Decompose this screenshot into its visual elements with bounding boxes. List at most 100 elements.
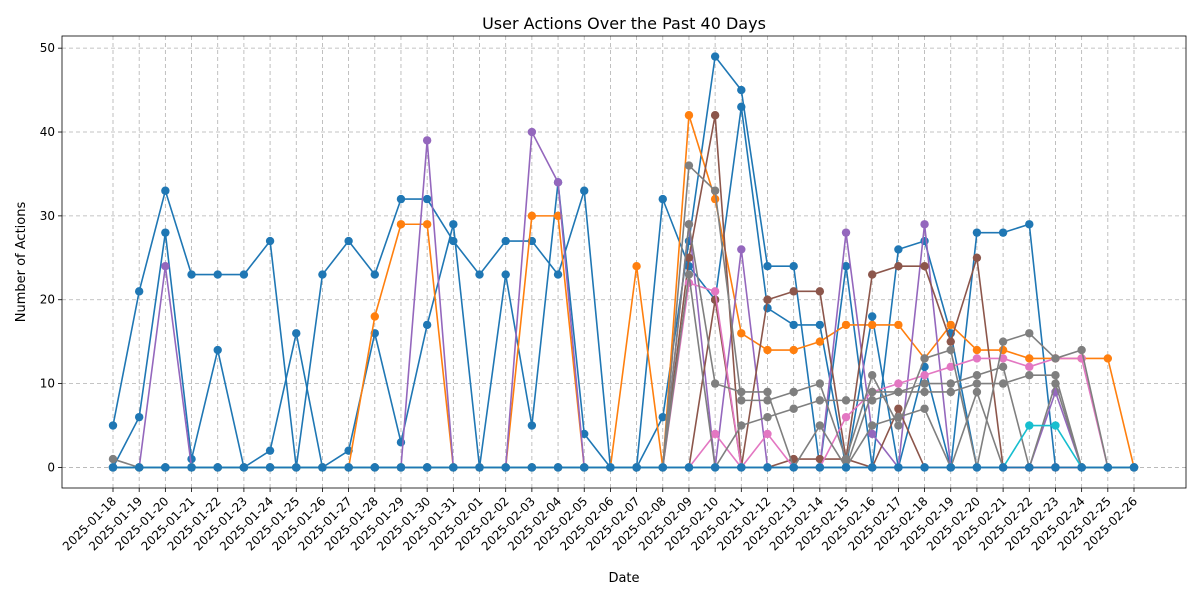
data-point — [475, 270, 484, 279]
data-point — [815, 379, 825, 388]
data-point — [789, 463, 798, 472]
y-tick-label: 40 — [40, 125, 55, 139]
data-point — [841, 228, 851, 237]
data-point — [920, 404, 929, 413]
data-point — [946, 320, 955, 330]
data-point — [134, 412, 144, 422]
data-point — [868, 421, 877, 430]
data-point — [920, 261, 929, 271]
data-point — [868, 429, 877, 439]
data-point — [894, 421, 903, 430]
data-point — [946, 345, 955, 355]
data-point — [658, 463, 667, 472]
data-point — [972, 379, 982, 388]
data-point — [789, 261, 798, 271]
x-axis-label: Date — [608, 571, 639, 586]
data-point — [527, 127, 537, 137]
data-point — [553, 270, 563, 279]
data-point — [920, 387, 929, 397]
data-point — [527, 211, 537, 221]
data-point — [396, 463, 406, 472]
data-point — [1025, 463, 1034, 472]
data-point — [868, 396, 877, 405]
data-point — [422, 194, 432, 204]
data-point — [972, 463, 982, 472]
data-point — [737, 463, 746, 472]
data-point — [737, 421, 746, 430]
data-point — [737, 245, 746, 254]
data-point — [763, 463, 772, 472]
data-point — [789, 287, 798, 296]
data-point — [894, 320, 903, 330]
data-point — [998, 362, 1008, 372]
data-point — [684, 220, 694, 229]
data-point — [868, 387, 877, 397]
data-point — [422, 463, 432, 472]
data-point — [527, 421, 537, 430]
data-point — [187, 463, 196, 472]
data-point — [684, 111, 694, 120]
data-point — [501, 463, 510, 472]
data-point — [920, 379, 929, 388]
data-point — [998, 379, 1008, 388]
data-point — [763, 295, 772, 304]
data-point — [292, 463, 301, 472]
series-14 — [108, 463, 1139, 472]
data-point — [946, 379, 955, 388]
data-point — [710, 186, 720, 195]
plot-frame — [61, 35, 1187, 489]
data-point — [1025, 371, 1034, 380]
data-point — [161, 186, 170, 195]
y-tick-label: 20 — [40, 293, 55, 307]
data-point — [580, 463, 589, 472]
y-tick-label: 10 — [40, 377, 55, 391]
data-point — [868, 312, 877, 321]
data-point — [894, 412, 903, 422]
data-point — [920, 463, 929, 472]
data-point — [946, 463, 955, 472]
data-point — [213, 345, 222, 355]
data-point — [370, 463, 379, 472]
data-point — [658, 194, 667, 204]
data-point — [1025, 421, 1034, 430]
data-point — [710, 463, 720, 472]
data-point — [815, 421, 825, 430]
data-point — [894, 245, 903, 254]
data-point — [1077, 463, 1086, 472]
data-point — [1025, 362, 1034, 372]
data-point — [239, 270, 249, 279]
data-point — [1051, 379, 1060, 388]
data-point — [108, 421, 118, 430]
data-point — [449, 463, 458, 472]
data-point — [370, 312, 379, 321]
data-point — [187, 270, 196, 279]
data-point — [841, 412, 851, 422]
data-point — [972, 354, 982, 363]
data-point — [815, 287, 825, 296]
data-point — [161, 261, 170, 271]
data-point — [815, 463, 825, 472]
data-point — [710, 379, 720, 388]
data-point — [553, 463, 563, 472]
data-point — [868, 371, 877, 380]
data-point — [265, 463, 275, 472]
data-point — [841, 261, 851, 271]
data-point — [815, 396, 825, 405]
data-point — [422, 136, 432, 145]
data-point — [396, 220, 406, 229]
data-point — [475, 463, 484, 472]
data-point — [998, 228, 1008, 237]
data-point — [161, 228, 170, 237]
data-point — [710, 287, 720, 296]
data-point — [710, 295, 720, 304]
data-point — [894, 404, 903, 413]
y-axis-label: Number of Actions — [14, 202, 29, 323]
data-point — [972, 253, 982, 263]
data-point — [737, 329, 746, 338]
data-point — [501, 270, 510, 279]
data-point — [815, 454, 825, 464]
data-point — [632, 261, 641, 271]
data-point — [108, 463, 118, 472]
data-point — [763, 303, 772, 313]
data-point — [815, 337, 825, 346]
